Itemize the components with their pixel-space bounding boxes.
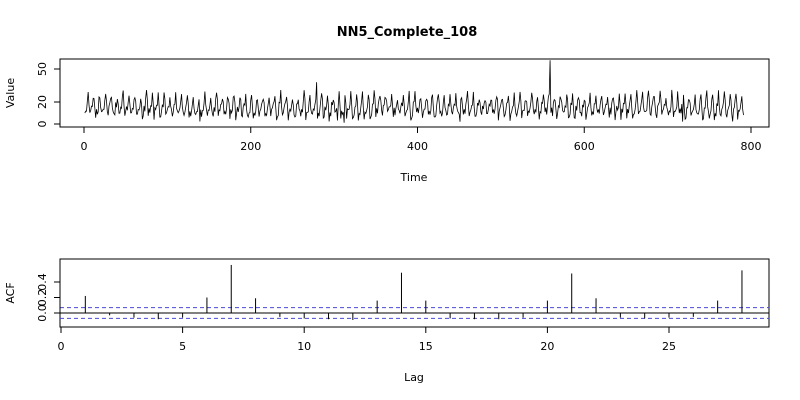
acf-y-label: ACF: [4, 282, 17, 303]
timeseries-panel: 0 200 400 600 800 0 20 50 Time Value: [4, 58, 770, 184]
timeseries-x-tick-label: 200: [240, 140, 261, 153]
acf-x-tick-label: 10: [297, 340, 311, 353]
acf-x-tick-label: 25: [662, 340, 676, 353]
acf-x-tick-label: 15: [419, 340, 433, 353]
acf-y-axis: 0.00.20.4: [36, 273, 61, 322]
timeseries-y-tick-label: 0: [36, 121, 49, 128]
acf-y-tick-label: 0.2: [36, 289, 49, 307]
chart-title: NN5_Complete_108: [337, 25, 478, 40]
acf-x-tick-label: 5: [179, 340, 186, 353]
timeseries-x-label: Time: [400, 171, 428, 184]
timeseries-y-label: Value: [4, 78, 17, 108]
acf-y-tick-label: 0.0: [36, 304, 49, 322]
timeseries-y-tick-label: 50: [36, 62, 49, 76]
timeseries-y-tick-label: 20: [36, 95, 49, 109]
timeseries-line: [84, 60, 744, 123]
timeseries-x-tick-label: 600: [574, 140, 595, 153]
acf-plot-box: [59, 258, 770, 328]
acf-x-label: Lag: [404, 371, 424, 384]
timeseries-x-tick-label: 800: [741, 140, 762, 153]
timeseries-x-tick-label: 0: [81, 140, 88, 153]
acf-bars: [84, 264, 743, 320]
acf-x-axis: 0 5 10 15 20 25: [58, 326, 676, 353]
acf-panel: 0 5 10 15 20 25 0.00.20.4 Lag ACF: [4, 258, 770, 384]
timeseries-x-tick-label: 400: [407, 140, 428, 153]
timeseries-y-axis: 0 20 50: [36, 62, 61, 128]
acf-x-tick-label: 0: [58, 340, 65, 353]
timeseries-x-axis: 0 200 400 600 800: [81, 126, 762, 153]
acf-y-tick-label: 0.4: [36, 273, 49, 291]
acf-x-tick-label: 20: [540, 340, 554, 353]
